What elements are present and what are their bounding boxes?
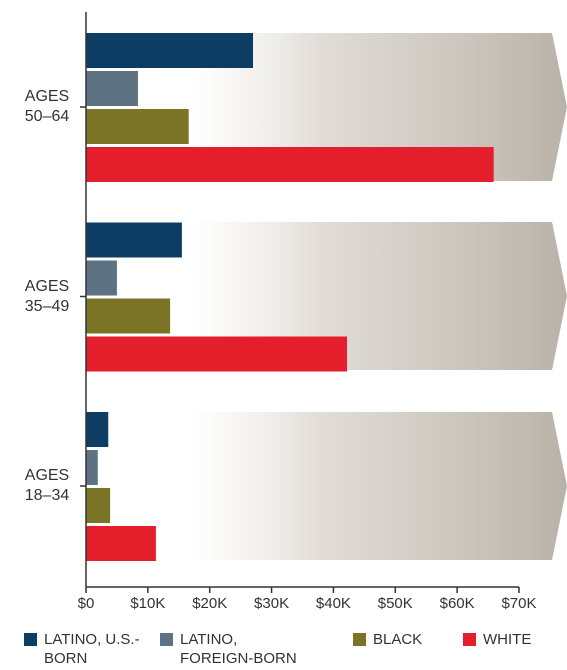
- bar: [86, 33, 254, 68]
- x-tick-label: $40K: [316, 595, 351, 612]
- x-tick-label: $70K: [501, 595, 536, 612]
- bar: [86, 260, 117, 296]
- bar: [86, 298, 171, 334]
- x-tick-label: $50K: [378, 595, 413, 612]
- legend-label: LATINO, FOREIGN-BORN: [180, 631, 297, 667]
- legend-swatch: [24, 633, 37, 646]
- bar: [86, 488, 111, 523]
- legend-swatch: [160, 633, 173, 646]
- bar: [86, 222, 182, 258]
- category-label: AGES 50–64: [24, 88, 70, 125]
- x-tick-label: $20K: [192, 595, 227, 612]
- legend-swatch: [463, 633, 476, 646]
- bar: [86, 147, 494, 182]
- x-tick-label: $10K: [130, 595, 165, 612]
- bar: [86, 526, 156, 561]
- legend-label: BLACK: [373, 631, 423, 648]
- photo-background: [190, 222, 567, 370]
- category-label: AGES 18–34: [24, 467, 70, 504]
- x-tick-label: $60K: [440, 595, 475, 612]
- legend-label: LATINO, U.S.-BORN: [44, 631, 140, 667]
- bar: [86, 71, 138, 106]
- bar: [86, 450, 98, 485]
- bar: [86, 336, 348, 372]
- photo-background: [190, 33, 567, 181]
- bar: [86, 412, 109, 447]
- bar: [86, 109, 189, 144]
- legend-label: WHITE: [483, 631, 532, 648]
- category-label: AGES 35–49: [24, 277, 70, 315]
- x-tick-label: $30K: [254, 595, 289, 612]
- photo-background: [190, 412, 567, 560]
- legend-swatch: [353, 633, 366, 646]
- x-tick-label: $0: [78, 595, 95, 612]
